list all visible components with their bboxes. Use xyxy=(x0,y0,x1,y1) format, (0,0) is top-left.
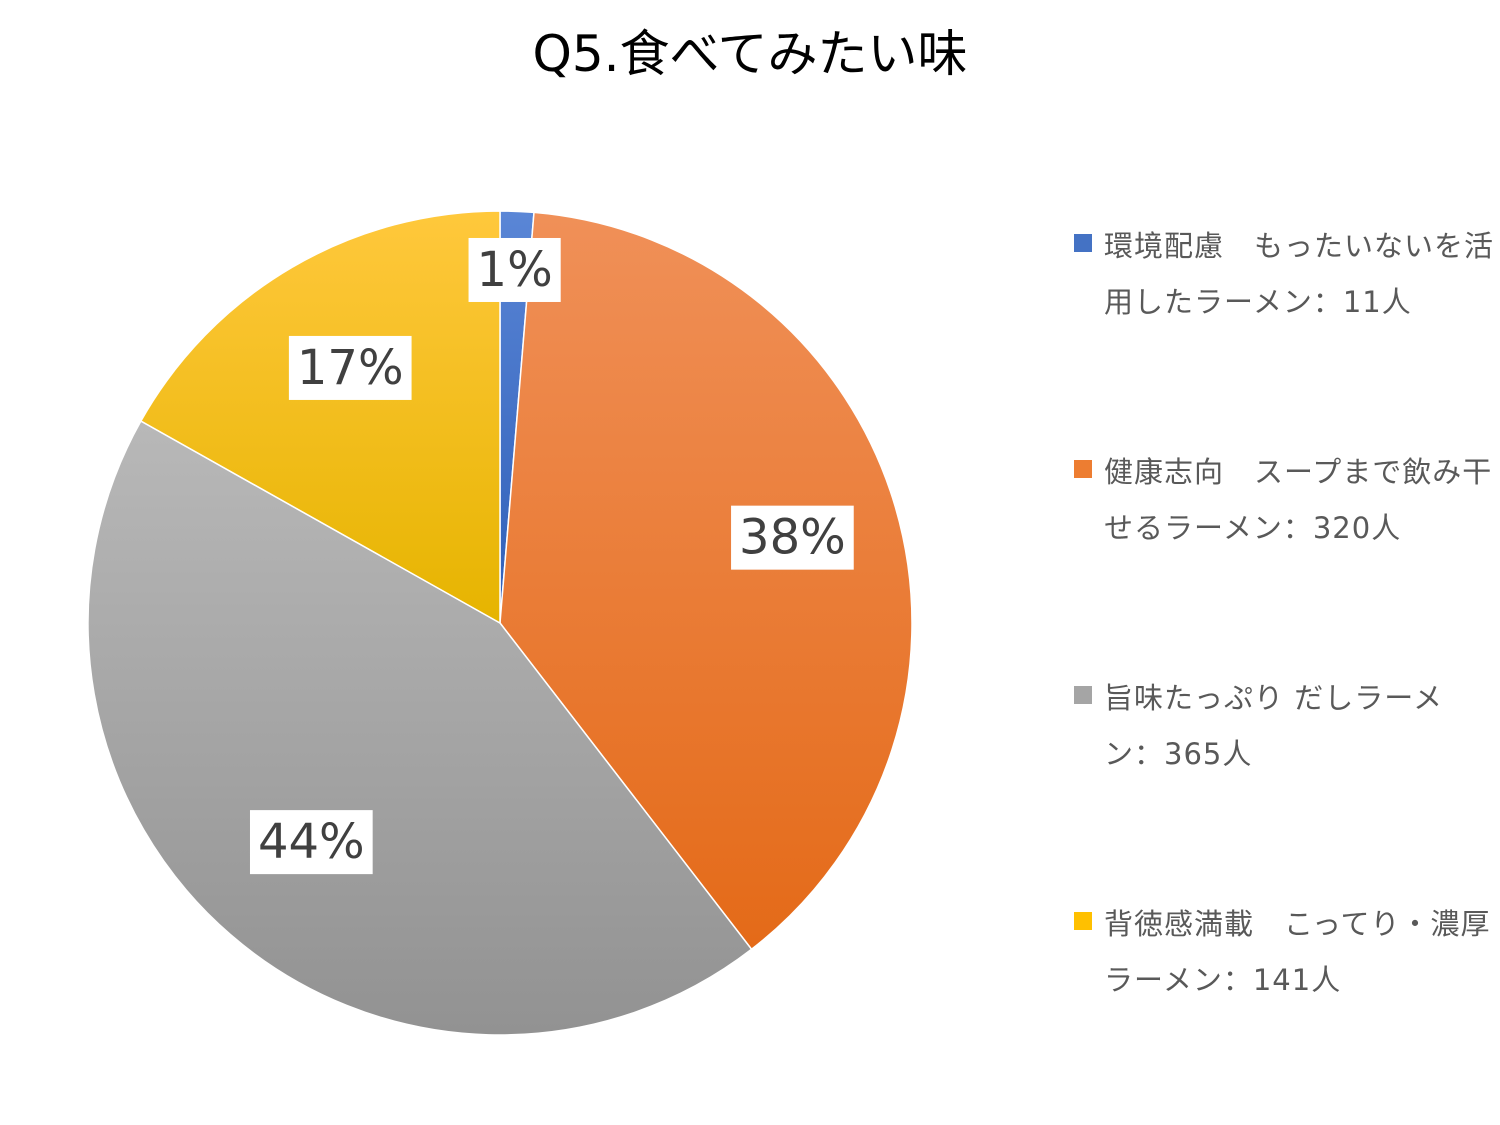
data-label-box xyxy=(288,335,412,400)
pie-slice xyxy=(139,210,501,625)
data-label-text: 38% xyxy=(739,510,846,566)
pie-slice xyxy=(87,420,753,1036)
legend-swatch xyxy=(1074,234,1092,252)
legend-swatch xyxy=(1074,686,1092,704)
legend-swatch xyxy=(1074,460,1092,478)
data-label: 44% xyxy=(249,810,373,875)
data-label: 17% xyxy=(288,335,412,400)
data-label: 1% xyxy=(468,237,561,302)
data-label-text: 1% xyxy=(477,242,553,298)
legend-label: 健康志向 スープまで飲み干せるラーメン：320人 xyxy=(1104,455,1493,545)
pie-slice xyxy=(499,211,913,951)
data-label-box xyxy=(468,237,561,302)
data-label-box xyxy=(249,810,373,875)
legend-label: 背徳感満載 こってり・濃厚ラーメン：141人 xyxy=(1104,907,1491,997)
legend-label: 旨味たっぷり だしラーメン：365人 xyxy=(1104,681,1444,771)
data-label-text: 17% xyxy=(297,340,404,396)
legend-swatch xyxy=(1074,912,1092,930)
data-label: 38% xyxy=(731,505,854,570)
data-label-box xyxy=(731,505,854,570)
data-label-text: 44% xyxy=(258,814,365,870)
legend-label: 環境配慮 もったいないを活用したラーメン：11人 xyxy=(1104,229,1495,319)
chart-title: Q5.食べてみたい味 xyxy=(532,25,968,83)
